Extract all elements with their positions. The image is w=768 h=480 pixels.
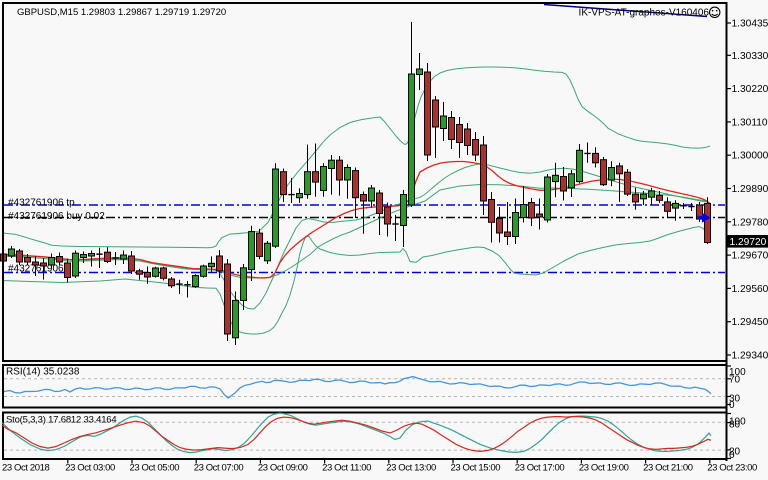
svg-text:1.29340: 1.29340 <box>732 351 768 362</box>
svg-text:1.30000: 1.30000 <box>732 151 768 162</box>
svg-text:0: 0 <box>729 450 735 461</box>
svg-text:70: 70 <box>729 375 741 386</box>
svg-text:1.30110: 1.30110 <box>732 117 768 128</box>
svg-text:100: 100 <box>729 417 746 428</box>
svg-text:23 Oct 05:00: 23 Oct 05:00 <box>130 463 180 474</box>
svg-text:23 Oct 13:00: 23 Oct 13:00 <box>386 463 436 474</box>
svg-text:23 Oct 2018: 23 Oct 2018 <box>2 463 49 474</box>
svg-text:23 Oct 11:00: 23 Oct 11:00 <box>322 463 371 474</box>
svg-text:30: 30 <box>729 394 741 405</box>
svg-text:#432761906 tp: #432761906 tp <box>8 198 75 209</box>
svg-text:23 Oct 23:00: 23 Oct 23:00 <box>707 463 757 474</box>
svg-text:23 Oct 03:00: 23 Oct 03:00 <box>65 463 115 474</box>
svg-text:#432761906 buy 0.02: #432761906 buy 0.02 <box>8 211 105 222</box>
svg-text:1.29670: 1.29670 <box>732 251 768 262</box>
svg-text:GBPUSD,M15 1.29803 1.29867 1.: GBPUSD,M15 1.29803 1.29867 1.29719 1.297… <box>17 7 226 18</box>
svg-text:23 Oct 07:00: 23 Oct 07:00 <box>194 463 244 474</box>
svg-text:Sto(5,3,3) 17.6812 33.4164: Sto(5,3,3) 17.6812 33.4164 <box>6 415 116 426</box>
svg-text:23 Oct 21:00: 23 Oct 21:00 <box>643 463 693 474</box>
svg-text:RSI(14) 35.0238: RSI(14) 35.0238 <box>6 367 80 378</box>
svg-text:20: 20 <box>729 447 741 458</box>
svg-text:0: 0 <box>729 400 735 411</box>
svg-text:23 Oct 15:00: 23 Oct 15:00 <box>451 463 501 474</box>
svg-text:1.29890: 1.29890 <box>732 184 768 195</box>
svg-text:1.30435: 1.30435 <box>732 19 768 30</box>
svg-text:IK-VPS-AT-graphes-V160406: IK-VPS-AT-graphes-V160406 <box>579 8 710 19</box>
svg-text:1.30330: 1.30330 <box>732 51 768 62</box>
svg-text:23 Oct 17:00: 23 Oct 17:00 <box>515 463 565 474</box>
svg-text:1.29720: 1.29720 <box>730 237 767 248</box>
svg-text:1.30220: 1.30220 <box>732 84 768 95</box>
svg-text:1.29780: 1.29780 <box>732 217 768 228</box>
svg-text:80: 80 <box>729 420 741 431</box>
svg-text:1.29560: 1.29560 <box>732 284 768 295</box>
svg-text:23 Oct 09:00: 23 Oct 09:00 <box>258 463 308 474</box>
svg-text:23 Oct 19:00: 23 Oct 19:00 <box>579 463 629 474</box>
svg-text:100: 100 <box>729 367 746 378</box>
svg-text:1.29450: 1.29450 <box>732 317 768 328</box>
svg-text:#432761906 sl: #432761906 sl <box>8 264 74 275</box>
